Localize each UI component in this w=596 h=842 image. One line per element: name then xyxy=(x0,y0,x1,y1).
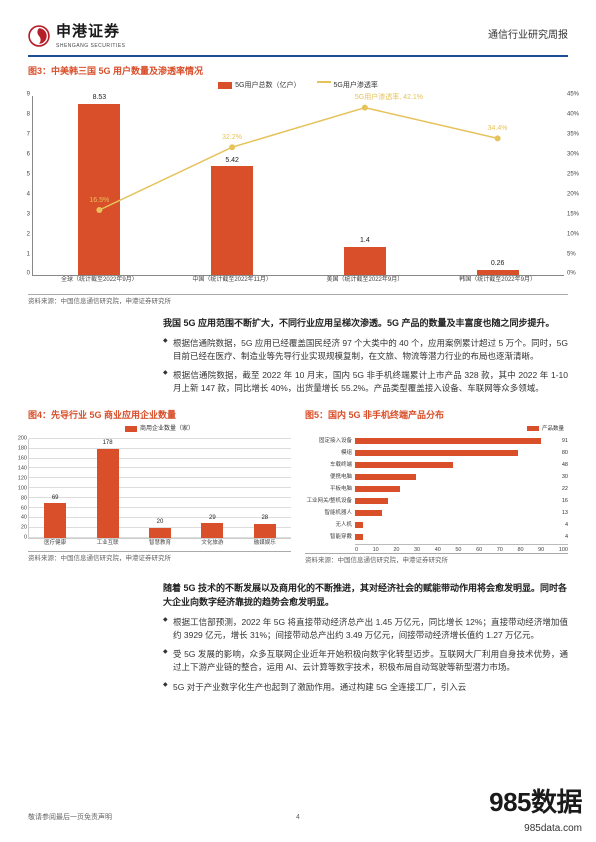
fig4-title: 图4：先导行业 5G 商业应用企业数量 xyxy=(28,409,291,423)
logo-icon xyxy=(28,25,50,47)
company-name-en: SHENGANG SECURITIES xyxy=(56,43,126,51)
fig5-row: 车载终端48 xyxy=(305,460,568,470)
lead-1: 我国 5G 应用范围不断扩大，不同行业应用呈梯次渗透。5G 产品的数量及丰富度也… xyxy=(163,317,568,331)
fig4-bar: 20 xyxy=(149,528,171,538)
bullet-item: 5G 对于产业数字化生产也起到了激励作用。通过构建 5G 全连接工厂，引入云 xyxy=(163,681,568,694)
fig4-bar: 28 xyxy=(254,524,276,538)
fig5-chart: 固定接入设备91 模组80 车载终端48 便携电脑30 平板电脑22 工业网关/整机设备1… xyxy=(305,436,568,551)
logo: 申港证券 SHENGANG SECURITIES xyxy=(28,20,126,51)
fig5-row: 智能穿戴4 xyxy=(305,532,568,542)
bullets-2: 根据工信部预测，2022 年 5G 将直接带动经济总产出 1.45 万亿元，同比… xyxy=(163,616,568,694)
fig5-row: 固定接入设备91 xyxy=(305,436,568,446)
bullets-1: 根据信通院数据，5G 应用已经覆盖国民经济 97 个大类中的 40 个，应用案例… xyxy=(163,337,568,396)
text-block-1: 我国 5G 应用范围不断扩大，不同行业应用呈梯次渗透。5G 产品的数量及丰富度也… xyxy=(163,317,568,396)
fig4-legend: 商用企业数量（家） xyxy=(140,426,194,432)
fig5-row: 平板电脑22 xyxy=(305,484,568,494)
fig4-source: 资料来源：中国信息通信研究院，申港证券研究所 xyxy=(28,551,291,564)
fig3-chart: 01234567890%5%10%15%20%25%30%35%40%45%8.… xyxy=(32,96,564,276)
bullet-item: 根据工信部预测，2022 年 5G 将直接带动经济总产出 1.45 万亿元，同比… xyxy=(163,616,568,642)
fig5-row: 智能机器人13 xyxy=(305,508,568,518)
fig3-legend-bar: 5G用户总数（亿户） xyxy=(235,82,300,89)
bullet-item: 受 5G 发展的影响，众多互联网企业近年开始积极向数字化转型迈步。互联网大厂利用… xyxy=(163,648,568,674)
report-title: 通信行业研究周报 xyxy=(488,28,568,44)
fig4-chart: 02040608010012014016018020069医疗健康178工业互联… xyxy=(28,439,291,539)
fig4-col: 图4：先导行业 5G 商业应用企业数量 商用企业数量（家） 0204060801… xyxy=(28,401,291,572)
page: 申港证券 SHENGANG SECURITIES 通信行业研究周报 图3：中美韩… xyxy=(0,0,596,842)
fig3-legend-line: 5G用户渗透率 xyxy=(334,82,378,89)
fig5-source: 资料来源：中国信息通信研究院，申港证券研究所 xyxy=(305,553,568,566)
fig4-bar: 69 xyxy=(44,503,66,538)
fig5-col: 图5：国内 5G 非手机终端产品分布 产品数量 固定接入设备91 模组80 车载终端… xyxy=(305,401,568,572)
text-block-2: 随着 5G 技术的不断发展以及商用化的不断推进，其对经济社会的赋能带动作用将会愈… xyxy=(163,582,568,694)
watermark-small: 985data.com xyxy=(489,821,582,837)
lead-2: 随着 5G 技术的不断发展以及商用化的不断推进，其对经济社会的赋能带动作用将会愈… xyxy=(163,582,568,610)
fig4-bar: 178 xyxy=(97,449,119,538)
fig5-row: 无人机4 xyxy=(305,520,568,530)
fig5-title: 图5：国内 5G 非手机终端产品分布 xyxy=(305,409,568,423)
fig5-row: 便携电脑30 xyxy=(305,472,568,482)
bullet-item: 根据信通院数据，5G 应用已经覆盖国民经济 97 个大类中的 40 个，应用案例… xyxy=(163,337,568,363)
fig3-title: 图3：中美韩三国 5G 用户数量及渗透率情况 xyxy=(28,65,568,79)
fig3-legend: 5G用户总数（亿户） 5G用户渗透率 xyxy=(28,81,568,92)
fig3-source: 资料来源：中国信息通信研究院，申港证券研究所 xyxy=(28,294,568,307)
fig5-row: 模组80 xyxy=(305,448,568,458)
footer-left: 敬请参阅最后一页免责声明 xyxy=(28,813,112,824)
footer-page: 4 xyxy=(296,813,300,824)
company-name: 申港证券 xyxy=(56,20,126,43)
fig4-bar: 29 xyxy=(201,523,223,538)
fig5-row: 工业网关/整机设备16 xyxy=(305,496,568,506)
fig5-legend: 产品数量 xyxy=(542,426,564,432)
bullet-item: 根据信通院数据，截至 2022 年 10 月末，国内 5G 非手机终端累计上市产… xyxy=(163,369,568,395)
watermark: 985数据 985data.com xyxy=(485,782,586,836)
header-bar: 申港证券 SHENGANG SECURITIES 通信行业研究周报 xyxy=(28,20,568,57)
fig-row-4-5: 图4：先导行业 5G 商业应用企业数量 商用企业数量（家） 0204060801… xyxy=(28,401,568,572)
watermark-big: 985数据 xyxy=(489,787,582,817)
